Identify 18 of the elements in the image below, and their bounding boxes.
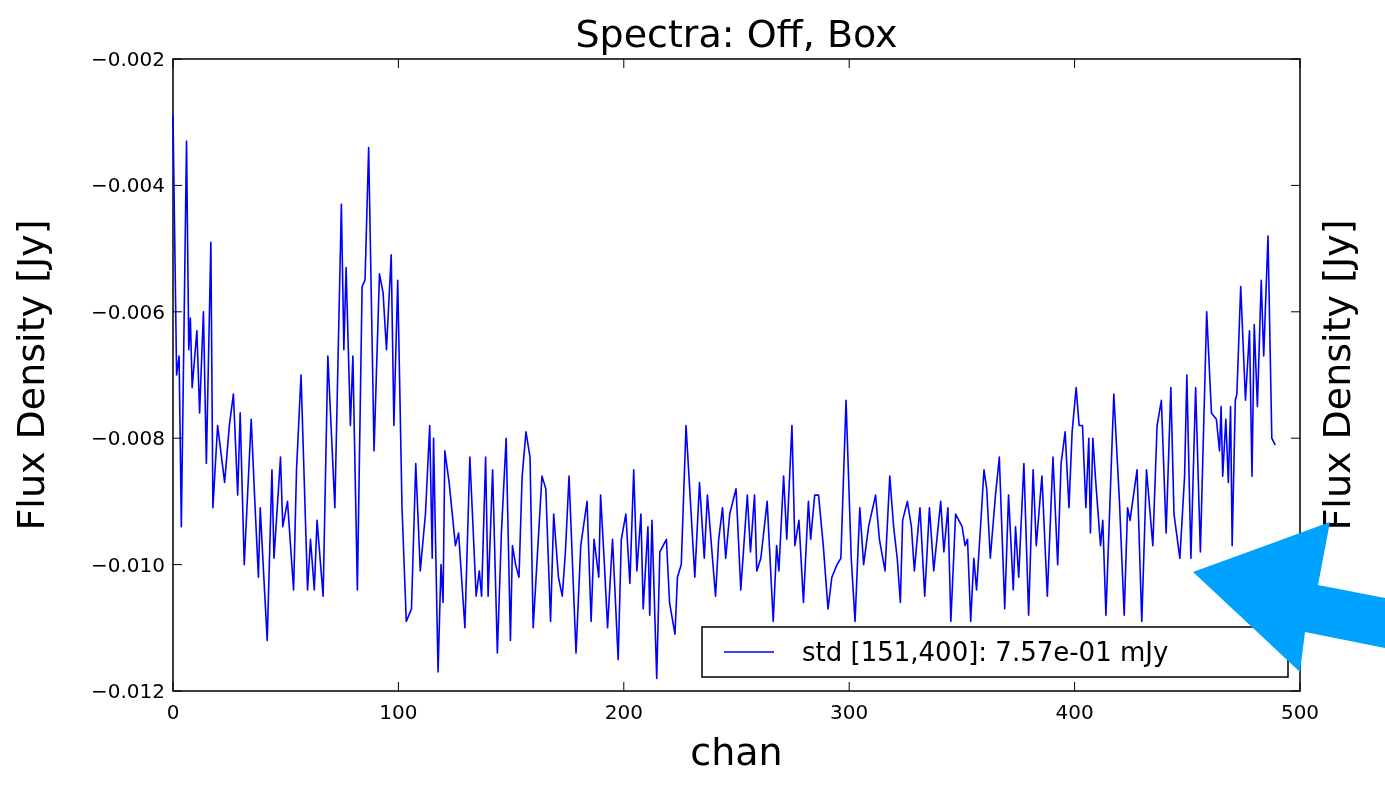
y-tick-label: −0.002 xyxy=(90,47,165,71)
y-tick-label: −0.010 xyxy=(90,552,165,577)
y-tick-label: −0.004 xyxy=(90,173,165,198)
y-axis-title: Flux Density [Jy] xyxy=(9,219,53,531)
chart-title: Spectra: Off, Box xyxy=(575,12,898,56)
y-tick-label: −0.012 xyxy=(90,679,165,703)
x-tick-label: 100 xyxy=(379,700,418,724)
line-series xyxy=(172,115,1276,680)
x-tick-label: 0 xyxy=(166,700,180,724)
y2-axis-title: Flux Density [Jy] xyxy=(1315,219,1359,531)
x-tick-label: 200 xyxy=(604,700,643,724)
x-tick-label: 500 xyxy=(1280,700,1320,724)
x-tick-label: 300 xyxy=(830,700,869,724)
y-tick-label: −0.006 xyxy=(90,299,165,324)
y-tick-label: −0.008 xyxy=(90,426,165,451)
x-axis-title: chan xyxy=(690,730,783,774)
x-tick-label: 400 xyxy=(1055,700,1094,724)
legend-label: std [151,400]: 7.57e-01 mJy xyxy=(802,637,1169,668)
